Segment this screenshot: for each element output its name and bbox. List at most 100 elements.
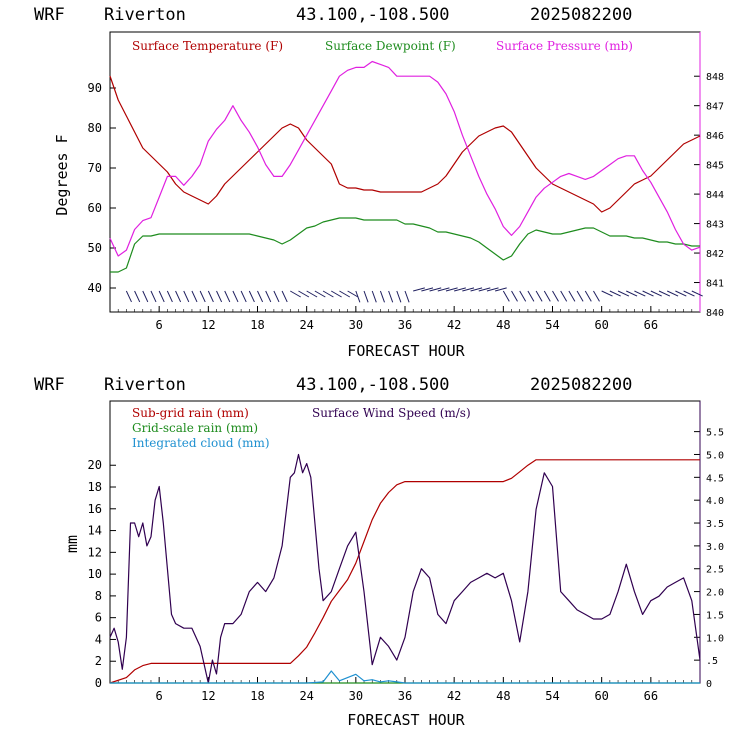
wind-barb <box>125 290 132 303</box>
x-tick-label: 30 <box>349 318 363 332</box>
series-line-sub-grid-rain-mm <box>109 459 700 684</box>
wind-barb <box>462 287 475 292</box>
wind-barb <box>552 290 559 302</box>
wind-barb <box>199 290 206 303</box>
wind-barb <box>560 290 568 302</box>
wind-barb <box>191 290 198 303</box>
y2-tick-label: 1.0 <box>706 633 724 644</box>
wind-barb <box>158 290 165 303</box>
wind-barb <box>347 290 359 298</box>
series-line-integrated-cloud-mm <box>110 670 700 684</box>
wind-barb <box>593 290 600 302</box>
y2-tick-label: 844 <box>706 190 724 201</box>
y-tick-label: 14 <box>88 524 102 538</box>
y-tick-label: 20 <box>88 458 102 472</box>
wind-barb <box>445 287 458 292</box>
wind-barb <box>601 290 613 297</box>
panel1-wind-barbs <box>125 287 703 303</box>
wind-barb <box>142 290 149 303</box>
y2-tick-label: 3.5 <box>706 519 724 530</box>
wind-barb <box>478 287 491 292</box>
wind-barb <box>339 290 351 298</box>
wind-barb <box>413 287 425 292</box>
panel1-series <box>109 60 701 273</box>
panel2-run: 2025082200 <box>530 375 632 395</box>
wind-barb <box>265 290 272 303</box>
y2-tick-label: 4.0 <box>706 496 724 507</box>
wind-barb <box>454 287 466 292</box>
series-line-surface-temperature-f <box>109 75 701 213</box>
y2-tick-label: 1.5 <box>706 610 724 621</box>
y-tick-label: 8 <box>95 589 102 603</box>
y-tick-label: 4 <box>95 632 102 646</box>
y2-tick-label: 848 <box>706 72 724 83</box>
y2-tick-label: 842 <box>706 249 724 260</box>
x-tick-label: 6 <box>156 689 163 703</box>
y2-tick-label: 4.5 <box>706 473 724 484</box>
wind-barb <box>617 290 630 297</box>
wind-barb <box>667 290 679 297</box>
series-line-surface-dewpoint-f <box>110 217 700 273</box>
x-tick-label: 24 <box>299 689 313 703</box>
x-tick-label: 36 <box>398 689 412 703</box>
y2-tick-label: 0 <box>706 679 712 690</box>
panel1-axes: 6 12 18 24 30 36 42 48 54 60 66 40 50 60 70 80 90 840 841 8… <box>88 32 724 332</box>
wind-barb <box>232 290 239 303</box>
panel2-ylabel: mm <box>63 535 81 553</box>
panel1-plot-frame <box>109 31 701 313</box>
y2-tick-label: 840 <box>706 308 724 319</box>
wind-barb <box>388 290 394 303</box>
wind-barb <box>658 290 671 297</box>
wind-barb <box>298 290 310 298</box>
y2-tick-label: .5 <box>706 656 718 667</box>
wind-barb <box>642 290 654 297</box>
panel2-station: Riverton <box>104 375 186 395</box>
y-tick-label: 50 <box>88 241 102 255</box>
wind-barb <box>470 287 483 292</box>
wind-barb <box>175 290 182 303</box>
x-tick-label: 66 <box>644 689 658 703</box>
y2-tick-label: 2.5 <box>706 565 724 576</box>
wind-barb <box>527 290 535 302</box>
series-line-surface-pressure-mb <box>109 60 701 257</box>
x-tick-label: 30 <box>349 689 363 703</box>
panel2-legend-subgrid-rain: Sub-grid rain (mm) <box>132 406 249 420</box>
wind-barb <box>396 290 402 303</box>
y-tick-label: 6 <box>95 611 102 625</box>
wind-barb <box>543 290 551 302</box>
wind-barb <box>166 290 173 303</box>
x-tick-label: 48 <box>496 689 510 703</box>
x-tick-label: 60 <box>594 318 608 332</box>
y-tick-label: 18 <box>88 480 102 494</box>
wind-barb <box>404 290 410 303</box>
wind-barb <box>626 290 638 297</box>
panel1-coords: 43.100,-108.500 <box>296 5 450 25</box>
wind-barb <box>519 290 527 302</box>
x-tick-label: 66 <box>644 318 658 332</box>
panel1-station: Riverton <box>104 5 186 25</box>
x-tick-label: 36 <box>398 318 412 332</box>
x-tick-label: 54 <box>545 318 559 332</box>
wind-barb <box>429 287 442 292</box>
panel1-ylabel: Degrees F <box>53 134 71 215</box>
wind-barb <box>634 290 646 297</box>
wind-barb <box>650 290 662 297</box>
panel2-xlabel: FORECAST HOUR <box>347 711 465 729</box>
wind-barb <box>183 290 190 303</box>
y2-tick-label: 5.0 <box>706 450 724 461</box>
panel1-xlabel: FORECAST HOUR <box>347 342 465 360</box>
y-tick-label: 80 <box>88 121 102 135</box>
wind-barb <box>207 290 214 303</box>
y2-tick-label: 3.0 <box>706 542 724 553</box>
panel1-legend-temperature: Surface Temperature (F) <box>132 39 283 53</box>
wind-barb <box>330 290 342 298</box>
wind-barb <box>371 290 377 303</box>
wind-barb <box>421 287 434 292</box>
panel1-run: 2025082200 <box>530 5 632 25</box>
panel1-legend-dewpoint: Surface Dewpoint (F) <box>325 39 456 53</box>
wind-barb <box>576 290 584 302</box>
x-tick-label: 12 <box>201 318 215 332</box>
wind-barb <box>134 290 141 303</box>
wind-barb <box>240 290 247 303</box>
